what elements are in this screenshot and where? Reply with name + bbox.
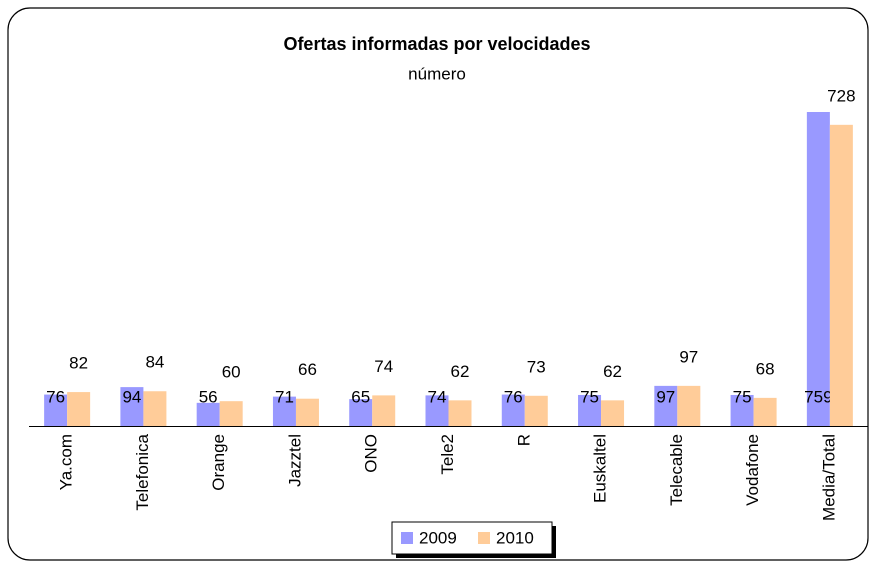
bar — [272, 396, 296, 426]
bar — [120, 387, 144, 426]
data-label: 728 — [827, 86, 855, 105]
legend-swatch — [478, 532, 490, 544]
data-label: 75 — [580, 387, 599, 406]
data-label: 62 — [451, 362, 470, 381]
data-label: 60 — [222, 363, 241, 382]
bar — [601, 400, 625, 426]
bar — [372, 395, 396, 426]
legend-label: 2009 — [419, 528, 457, 547]
x-tick-label: Media/Total — [819, 434, 838, 521]
x-tick-label: ONO — [362, 434, 381, 473]
data-label: 84 — [145, 353, 164, 372]
data-label: 74 — [374, 357, 393, 376]
x-tick-label: Euskaltel — [591, 434, 610, 503]
legend — [391, 521, 553, 555]
x-tick-label: Ya.com — [57, 434, 76, 490]
x-tick-label: R — [514, 434, 533, 446]
data-label: 94 — [122, 387, 141, 406]
chart-title: Ofertas informadas por velocidades — [283, 34, 590, 54]
legend-swatch — [401, 532, 413, 544]
data-label: 759 — [804, 387, 832, 406]
bar — [524, 395, 548, 426]
legend-label: 2010 — [496, 528, 534, 547]
data-label: 82 — [69, 354, 88, 373]
bar — [143, 391, 167, 426]
x-tick-label: Jazztel — [285, 434, 304, 487]
chart-subtitle: número — [408, 64, 466, 83]
x-tick-label: Tele2 — [438, 434, 457, 475]
data-label: 75 — [733, 387, 752, 406]
bar — [295, 398, 319, 426]
data-label: 68 — [756, 359, 775, 378]
bar — [196, 402, 220, 426]
data-label: 66 — [298, 360, 317, 379]
bar — [654, 385, 678, 426]
data-label: 74 — [428, 387, 447, 406]
data-label: 73 — [527, 357, 546, 376]
bar — [753, 397, 777, 426]
bar — [730, 394, 754, 426]
x-tick-label: Vodafone — [743, 434, 762, 506]
bar — [806, 112, 830, 426]
data-label: 56 — [199, 387, 218, 406]
bar — [677, 385, 701, 426]
bar — [829, 124, 853, 426]
data-label: 62 — [603, 362, 622, 381]
data-label: 97 — [679, 347, 698, 366]
x-tick-label: Telefonica — [133, 433, 152, 510]
bar — [67, 392, 91, 426]
x-tick-label: Telecable — [667, 434, 686, 506]
bar — [219, 401, 243, 426]
data-label: 76 — [46, 387, 65, 406]
data-label: 71 — [275, 387, 294, 406]
bar — [448, 400, 472, 426]
bar — [578, 394, 602, 426]
bar — [501, 394, 525, 426]
bar — [349, 399, 373, 426]
data-label: 65 — [351, 387, 370, 406]
data-label: 76 — [504, 387, 523, 406]
bar — [44, 394, 68, 426]
x-tick-label: Orange — [209, 434, 228, 491]
data-label: 97 — [656, 387, 675, 406]
bar — [425, 395, 449, 426]
